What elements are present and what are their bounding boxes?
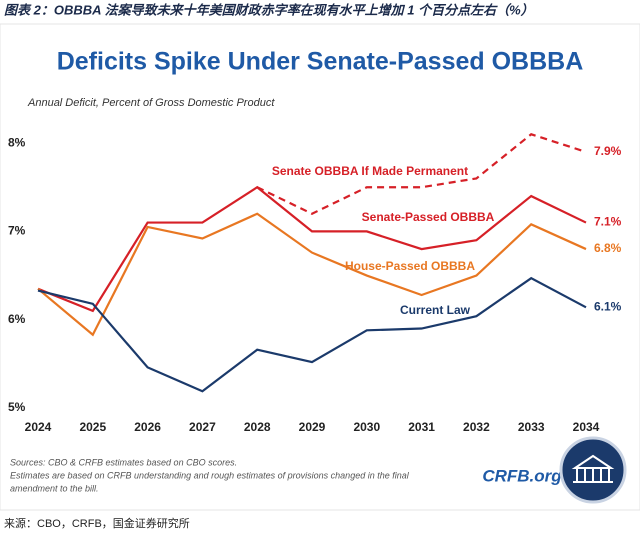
data-label: 6.8% [594,241,622,255]
y-tick-label: 6% [8,312,26,326]
data-label: 7.1% [594,215,622,229]
data-label: 6.1% [594,300,622,314]
y-tick-label: 5% [8,400,26,414]
note: amendment to the bill. [10,483,99,493]
series-line [37,185,587,313]
x-tick-label: 2025 [79,420,106,434]
logo-text: CRFB.org [482,466,562,485]
series-label: Senate-Passed OBBBA [362,210,495,224]
x-tick-label: 2028 [244,420,271,434]
series-line [256,133,587,215]
series-line [37,212,587,337]
x-tick-label: 2032 [463,420,490,434]
y-tick-label: 8% [8,135,26,149]
x-tick-label: 2024 [25,420,52,434]
x-tick-label: 2034 [573,420,600,434]
x-tick-label: 2030 [353,420,380,434]
data-label: 7.9% [594,144,622,158]
subtitle: Annual Deficit, Percent of Gross Domesti… [27,97,275,109]
note: Sources: CBO & CRFB estimates based on C… [10,457,237,467]
series-label: Current Law [400,303,471,317]
logo-icon [571,454,615,483]
panel [0,23,640,511]
series-label: Senate OBBBA If Made Permanent [272,164,468,178]
series-line [37,276,587,393]
x-tick-label: 2029 [299,420,326,434]
x-tick-label: 2031 [408,420,435,434]
series-label: House-Passed OBBBA [345,259,475,273]
x-tick-label: 2033 [518,420,545,434]
note: Estimates are based on CRFB understandin… [10,470,410,480]
header: 图表 2：OBBBA 法案导致未来十年美国财政赤字率在现有水平上增加 1 个百分… [4,2,534,17]
y-tick-label: 7% [8,224,26,238]
source: 来源：CBO，CRFB，国金证券研究所 [4,516,190,530]
chart-title: Deficits Spike Under Senate-Passed OBBBA [57,48,584,76]
x-tick-label: 2027 [189,420,216,434]
x-tick-label: 2026 [134,420,161,434]
